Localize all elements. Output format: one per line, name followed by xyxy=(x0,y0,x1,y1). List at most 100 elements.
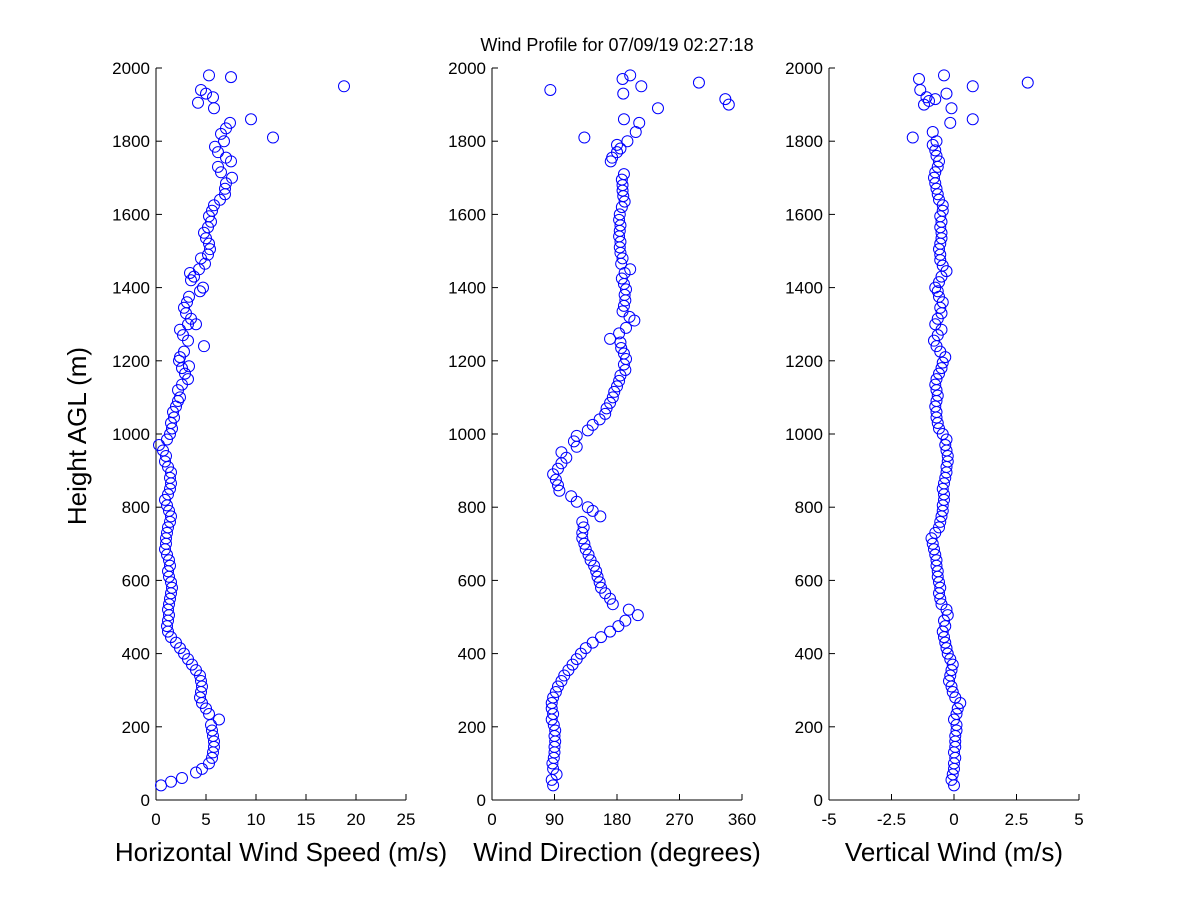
vw-data-point xyxy=(929,548,942,561)
dir-data-point xyxy=(578,131,591,144)
vw-data-point xyxy=(939,636,952,649)
hws-data-point xyxy=(206,724,218,737)
vw-data-point xyxy=(926,537,939,550)
dir-data-point xyxy=(615,173,628,186)
hws-x-tick-label: 10 xyxy=(247,810,266,829)
vw-data-point xyxy=(950,707,963,720)
hws-data-point xyxy=(176,772,188,785)
vw-data-point xyxy=(966,80,979,93)
hws-data-point xyxy=(204,243,216,256)
vw-y-tick-label: 1600 xyxy=(785,205,823,224)
hws-data-point xyxy=(207,91,219,104)
vw-y-tick-label: 0 xyxy=(814,791,823,810)
vw-x-tick-label: -5 xyxy=(821,810,836,829)
hws-data-point xyxy=(182,373,194,386)
vw-y-tick-label: 2000 xyxy=(785,59,823,78)
dir-y-tick-label: 2000 xyxy=(448,59,486,78)
hws-data-point xyxy=(219,182,231,195)
dir-data-point xyxy=(628,314,641,327)
dir-data-point xyxy=(547,779,560,792)
hws-data-point xyxy=(197,281,209,294)
vw-data-point xyxy=(945,773,958,786)
hws-data-point xyxy=(198,340,210,353)
dir-x-tick-label: 0 xyxy=(487,810,496,829)
vw-data-point xyxy=(941,647,954,660)
dir-data-point xyxy=(611,380,623,393)
dir-data-point xyxy=(613,374,626,387)
hws-data-point xyxy=(195,83,207,96)
dir-data-point xyxy=(555,446,568,459)
dir-data-point xyxy=(577,521,590,534)
vw-data-point xyxy=(934,210,947,223)
dir-y-tick-label: 800 xyxy=(458,498,486,517)
hws-x-tick-label: 20 xyxy=(347,810,366,829)
vw-data-point xyxy=(930,182,943,195)
hws-data-point xyxy=(203,210,215,223)
vw-data-point xyxy=(1021,76,1034,89)
vw-data-point xyxy=(933,367,945,380)
dir-data-point xyxy=(692,76,705,89)
hws-data-point xyxy=(215,166,227,179)
vw-data-point xyxy=(933,276,945,289)
vw-x-tick-label: 2.5 xyxy=(1005,810,1029,829)
dir-data-point xyxy=(611,146,623,159)
dir-y-tick-label: 400 xyxy=(458,645,486,664)
hws-data-point xyxy=(192,96,204,109)
vw-data-point xyxy=(946,686,959,699)
vw-data-point xyxy=(926,126,939,139)
dir-data-point xyxy=(633,116,646,129)
hws-data-point xyxy=(162,488,174,501)
vw-data-point xyxy=(949,691,962,704)
dir-data-point xyxy=(567,435,580,448)
dir-data-point xyxy=(549,724,562,737)
vw-data-point xyxy=(923,94,935,107)
vw-data-point xyxy=(944,116,957,129)
hws-y-tick-label: 1000 xyxy=(112,425,150,444)
hws-data-point xyxy=(161,526,173,539)
hws-data-point xyxy=(159,493,171,506)
dir-data-point xyxy=(617,113,630,126)
dir-data-point xyxy=(612,620,625,633)
vw-data-point xyxy=(933,243,945,256)
vw-x-tick-label: -2.5 xyxy=(877,810,906,829)
vw-y-tick-label: 1800 xyxy=(785,132,823,151)
hws-data-point xyxy=(226,171,238,184)
vw-data-point xyxy=(930,149,943,162)
dir-data-point xyxy=(606,598,619,611)
vw-y-tick-label: 800 xyxy=(795,498,823,517)
dir-y-tick-label: 600 xyxy=(458,571,486,590)
hws-data-point xyxy=(185,274,197,287)
hws-data-point xyxy=(162,521,174,534)
vw-data-point xyxy=(914,83,927,96)
hws-y-axis-label: Height AGL (m) xyxy=(62,347,92,525)
vw-data-point xyxy=(920,91,933,104)
hws-data-point xyxy=(203,237,215,250)
vw-data-point xyxy=(939,620,952,633)
vw-data-point xyxy=(940,87,953,100)
dir-data-point xyxy=(584,554,597,567)
hws-data-point xyxy=(178,345,190,358)
hws-data-point xyxy=(245,113,257,126)
dir-y-tick-label: 1800 xyxy=(448,132,486,151)
dir-data-point xyxy=(619,614,632,627)
vw-data-point xyxy=(950,724,963,737)
dir-data-point xyxy=(615,341,628,354)
hws-data-point xyxy=(183,290,195,303)
hws-y-tick-label: 200 xyxy=(122,718,150,737)
vw-data-point xyxy=(929,93,942,106)
dir-data-point xyxy=(617,168,630,181)
hws-y-tick-label: 1800 xyxy=(112,132,150,151)
vw-data-point xyxy=(931,285,944,298)
dir-data-point xyxy=(613,208,626,221)
vw-data-point xyxy=(943,675,955,688)
vw-data-point xyxy=(946,658,959,671)
dir-data-point xyxy=(581,501,594,514)
hws-data-point xyxy=(338,80,350,93)
dir-data-point xyxy=(623,310,636,323)
hws-data-point xyxy=(195,675,207,688)
hws-data-point xyxy=(218,135,230,148)
dir-data-point xyxy=(553,484,566,497)
vw-data-point xyxy=(928,171,940,184)
hws-data-point xyxy=(194,285,206,298)
